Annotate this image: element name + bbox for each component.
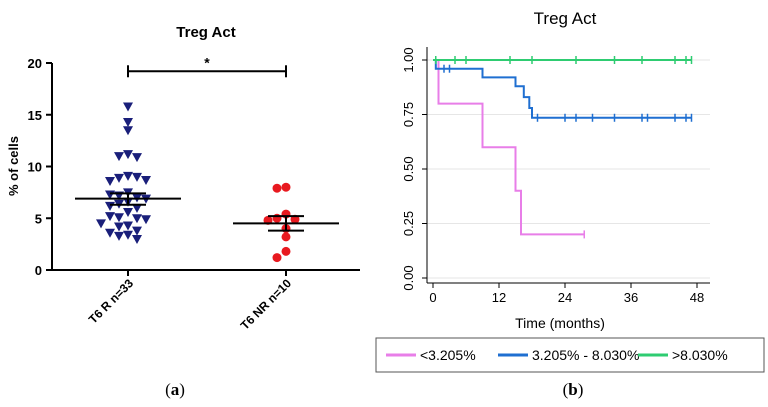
panel-label-b: (b): [563, 380, 584, 399]
km-legend: <3.205% 3.205% - 8.030% >8.030%: [375, 337, 765, 373]
data-point-triangle: [123, 208, 133, 218]
legend-box: [375, 337, 765, 373]
data-point-triangle: [114, 222, 124, 232]
y-tick-label: 0.50: [401, 156, 416, 181]
survival-curve: [433, 59, 585, 236]
data-point-triangle: [123, 126, 133, 136]
data-point-triangle: [123, 102, 133, 112]
data-point-triangle: [96, 219, 106, 229]
y-tick-label: 0: [35, 263, 42, 278]
scatter-title: Treg Act: [176, 24, 235, 41]
data-point-triangle: [132, 226, 142, 236]
y-tick-label: 0.75: [401, 102, 416, 127]
km-ticks: 0.00 0.25 0.50 0.75 1.00 0 12 24 36 48: [401, 47, 704, 305]
x-tick-label: 24: [558, 290, 572, 305]
data-point-triangle: [105, 212, 115, 222]
data-point-triangle: [105, 176, 115, 186]
x-tick-label: 0: [429, 290, 436, 305]
legend-label: >8.030%: [672, 347, 728, 363]
km-grid: [427, 59, 710, 279]
data-point-triangle: [132, 203, 142, 213]
legend-label: 3.205% - 8.030%: [532, 347, 639, 363]
y-tick-label: 5: [35, 211, 42, 226]
data-point-circle: [272, 253, 282, 263]
data-point-circle: [281, 232, 291, 242]
data-point-triangle: [123, 150, 133, 160]
y-tick-label: 0.25: [401, 211, 416, 236]
y-tick-label: 1.00: [401, 47, 416, 72]
scatter-category-labels: T6 R n=33 T6 NR n=10: [86, 270, 294, 333]
significance-bracket: *: [127, 54, 287, 78]
data-point-circle: [281, 246, 291, 256]
legend-label: <3.205%: [420, 347, 476, 363]
data-point-triangle: [123, 221, 133, 231]
data-point-triangle: [114, 231, 124, 241]
km-curves: [433, 56, 693, 239]
category-label: T6 R n=33: [86, 276, 136, 326]
y-tick-label: 15: [28, 108, 42, 123]
data-point-triangle: [132, 234, 142, 244]
data-point-triangle: [114, 152, 124, 162]
x-tick-label: 12: [492, 290, 506, 305]
data-point-triangle: [132, 172, 142, 182]
scatter-y-axis-label: % of cells: [6, 136, 21, 196]
data-point-triangle: [141, 175, 151, 185]
km-x-axis-label: Time (months): [515, 315, 605, 331]
x-tick-label: 36: [624, 290, 638, 305]
data-point-triangle: [123, 117, 133, 127]
y-tick-label: 10: [28, 160, 42, 175]
x-tick-label: 48: [690, 290, 704, 305]
data-point-circle: [272, 183, 282, 193]
km-panel: Treg Act 0.00 0.25 0.50 0.75 1.00 0 12 24 36 48 T…: [375, 9, 765, 399]
scatter-axes: [51, 63, 360, 271]
data-point-triangle: [132, 153, 142, 163]
survival-curve: [433, 59, 692, 119]
data-point-triangle: [123, 230, 133, 240]
scatter-y-ticks: 0 5 10 15 20: [28, 56, 52, 278]
category-label: T6 NR n=10: [238, 276, 295, 333]
data-point-triangle: [105, 201, 115, 211]
data-point-triangle: [114, 213, 124, 223]
km-axes: [426, 47, 710, 284]
data-point-triangle: [105, 228, 115, 238]
km-title: Treg Act: [534, 9, 597, 28]
panel-label-a: (a): [165, 380, 185, 399]
data-point-circle: [281, 182, 291, 192]
data-point-triangle: [141, 215, 151, 225]
scatter-mean-sem: [75, 192, 339, 232]
scatter-points: [96, 102, 300, 263]
data-point-triangle: [123, 171, 133, 181]
data-point-circle: [272, 213, 282, 223]
data-point-triangle: [114, 173, 124, 183]
y-tick-label: 20: [28, 56, 42, 71]
y-tick-label: 0.00: [401, 265, 416, 290]
data-point-triangle: [132, 214, 142, 224]
significance-star: *: [204, 54, 210, 70]
